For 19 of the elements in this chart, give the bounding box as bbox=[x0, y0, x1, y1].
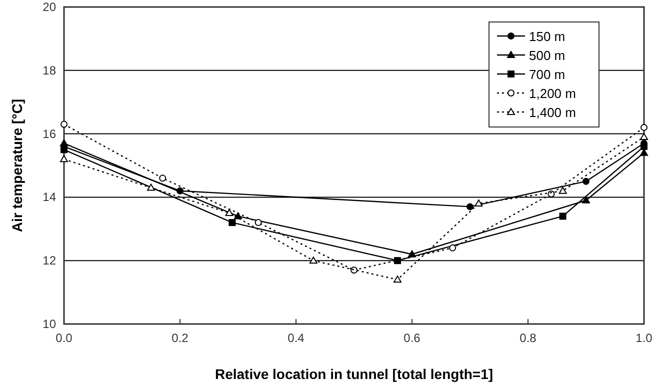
y-tick-label: 10 bbox=[42, 317, 56, 331]
x-axis-title: Relative location in tunnel [total length=1] bbox=[214, 366, 494, 382]
x-tick-label: 0.2 bbox=[172, 331, 189, 345]
y-tick-label: 18 bbox=[42, 63, 56, 78]
y-axis-title: Air temperature [°C] bbox=[9, 98, 25, 232]
x-tick-label: 0.0 bbox=[56, 331, 73, 345]
y-tick-label: 14 bbox=[42, 190, 56, 204]
x-tick-label: 0.6 bbox=[404, 331, 421, 345]
y-tick-label: 12 bbox=[42, 254, 56, 268]
x-tick-label: 0.8 bbox=[520, 331, 537, 345]
x-tick-label: 1.0 bbox=[636, 331, 653, 345]
x-tick-label: 0.4 bbox=[288, 331, 305, 345]
legend-label: 1,400 m bbox=[529, 105, 576, 120]
y-tick-label: 16 bbox=[42, 126, 56, 141]
legend-label: 1,200 m bbox=[529, 86, 576, 101]
legend-label: 700 m bbox=[529, 67, 566, 82]
legend-label: 500 m bbox=[529, 48, 566, 63]
y-tick-label: 20 bbox=[42, 0, 56, 14]
legend-label: 150 m bbox=[529, 29, 566, 44]
